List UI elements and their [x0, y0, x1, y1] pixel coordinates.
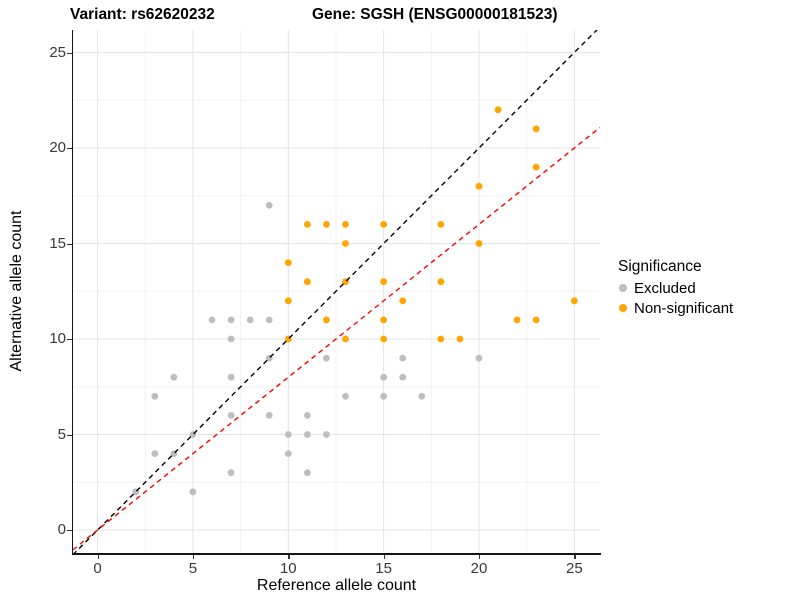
- x-tick-mark: [192, 554, 195, 559]
- data-point-excluded: [208, 316, 216, 324]
- data-point-excluded: [323, 354, 330, 362]
- y-axis-line: [71, 30, 73, 555]
- plot-title-gene: Gene: SGSH (ENSG00000181523): [312, 6, 558, 23]
- data-point-excluded: [303, 469, 311, 477]
- data-point-non-significant: [399, 297, 407, 305]
- data-point-excluded: [284, 431, 292, 438]
- y-tick-mark: [67, 52, 72, 54]
- x-axis-line: [71, 553, 601, 555]
- identity-line: [73, 30, 598, 553]
- data-point-non-significant: [380, 278, 388, 286]
- data-point-excluded: [227, 469, 235, 477]
- data-point-excluded: [303, 431, 311, 438]
- x-tick-mark: [574, 554, 576, 559]
- y-tick-label: 20: [49, 139, 66, 156]
- data-point-non-significant: [284, 297, 292, 305]
- data-point-non-significant: [532, 163, 540, 171]
- legend-label: Non-significant: [634, 299, 734, 317]
- data-point-non-significant: [532, 316, 540, 324]
- data-point-excluded: [418, 392, 426, 400]
- data-point-excluded: [303, 412, 311, 419]
- x-tick-label: 0: [93, 560, 102, 577]
- data-point-non-significant: [437, 221, 445, 228]
- data-point-non-significant: [303, 278, 311, 286]
- y-tick-label: 5: [57, 425, 66, 443]
- data-point-excluded: [227, 316, 235, 324]
- plot-panel: [73, 30, 600, 553]
- data-point-excluded: [151, 450, 159, 457]
- data-point-non-significant: [475, 240, 483, 247]
- data-point-excluded: [265, 201, 273, 209]
- y-axis-title: Alternative allele count: [8, 210, 25, 372]
- data-point-excluded: [380, 373, 388, 381]
- plot-canvas: [73, 30, 600, 553]
- data-point-excluded: [189, 488, 197, 496]
- x-tick-label: 20: [470, 560, 488, 577]
- x-axis-title: Reference allele count: [256, 577, 417, 594]
- data-point-excluded: [265, 316, 273, 324]
- data-point-non-significant: [342, 240, 349, 247]
- legend-items: Excluded Non-significant: [612, 278, 733, 318]
- y-tick-label: 15: [49, 234, 66, 252]
- y-tick-mark: [67, 530, 72, 532]
- x-tick-mark: [97, 554, 99, 559]
- data-point-non-significant: [323, 221, 330, 228]
- y-tick-mark: [67, 148, 72, 150]
- y-tick-mark: [67, 339, 72, 341]
- data-point-excluded: [246, 316, 254, 324]
- plot-title-variant: Variant: rs62620232: [70, 6, 215, 23]
- x-tick-mark: [288, 554, 290, 559]
- data-point-excluded: [227, 373, 235, 381]
- legend-title: Significance: [618, 258, 702, 275]
- data-point-excluded: [342, 392, 349, 400]
- data-point-non-significant: [380, 335, 388, 343]
- legend-label: Excluded: [634, 279, 696, 297]
- data-point-non-significant: [284, 259, 292, 266]
- legend-swatch-icon: [619, 284, 627, 292]
- data-point-excluded: [380, 392, 388, 400]
- data-point-excluded: [151, 392, 159, 400]
- data-point-non-significant: [342, 335, 349, 343]
- x-tick-label: 25: [566, 560, 583, 577]
- data-point-non-significant: [437, 278, 445, 286]
- data-point-non-significant: [513, 316, 521, 324]
- data-point-non-significant: [475, 182, 483, 190]
- data-point-excluded: [284, 450, 292, 457]
- legend: Significance Excluded Non-significant: [612, 258, 733, 318]
- data-point-excluded: [227, 335, 235, 343]
- x-tick-mark: [479, 554, 481, 559]
- data-point-non-significant: [323, 316, 330, 324]
- x-tick-label: 10: [279, 560, 297, 577]
- data-point-non-significant: [532, 125, 540, 133]
- x-tick-mark: [383, 554, 386, 559]
- data-point-excluded: [265, 412, 273, 419]
- legend-item: Non-significant: [612, 298, 733, 318]
- data-point-non-significant: [494, 106, 502, 114]
- data-point-non-significant: [380, 316, 388, 324]
- data-point-non-significant: [570, 297, 578, 305]
- data-point-excluded: [323, 431, 330, 438]
- x-tick-label: 15: [375, 560, 392, 577]
- y-tick-label: 0: [57, 521, 66, 538]
- data-point-non-significant: [342, 221, 349, 228]
- data-point-excluded: [170, 373, 178, 381]
- data-point-non-significant: [303, 221, 311, 228]
- legend-swatch-icon: [619, 304, 627, 312]
- data-point-non-significant: [456, 335, 464, 343]
- data-point-excluded: [227, 412, 235, 419]
- data-point-non-significant: [380, 221, 388, 228]
- data-point-non-significant: [437, 335, 445, 343]
- legend-item: Excluded: [612, 278, 733, 298]
- y-tick-mark: [67, 434, 72, 436]
- y-tick-label: 25: [49, 43, 66, 61]
- ratio-fit-line: [73, 126, 600, 551]
- x-tick-label: 5: [188, 560, 198, 577]
- data-point-excluded: [399, 373, 407, 381]
- y-tick-mark: [67, 243, 72, 245]
- y-tick-label: 10: [49, 330, 66, 347]
- data-point-excluded: [399, 354, 407, 362]
- data-point-excluded: [475, 354, 483, 362]
